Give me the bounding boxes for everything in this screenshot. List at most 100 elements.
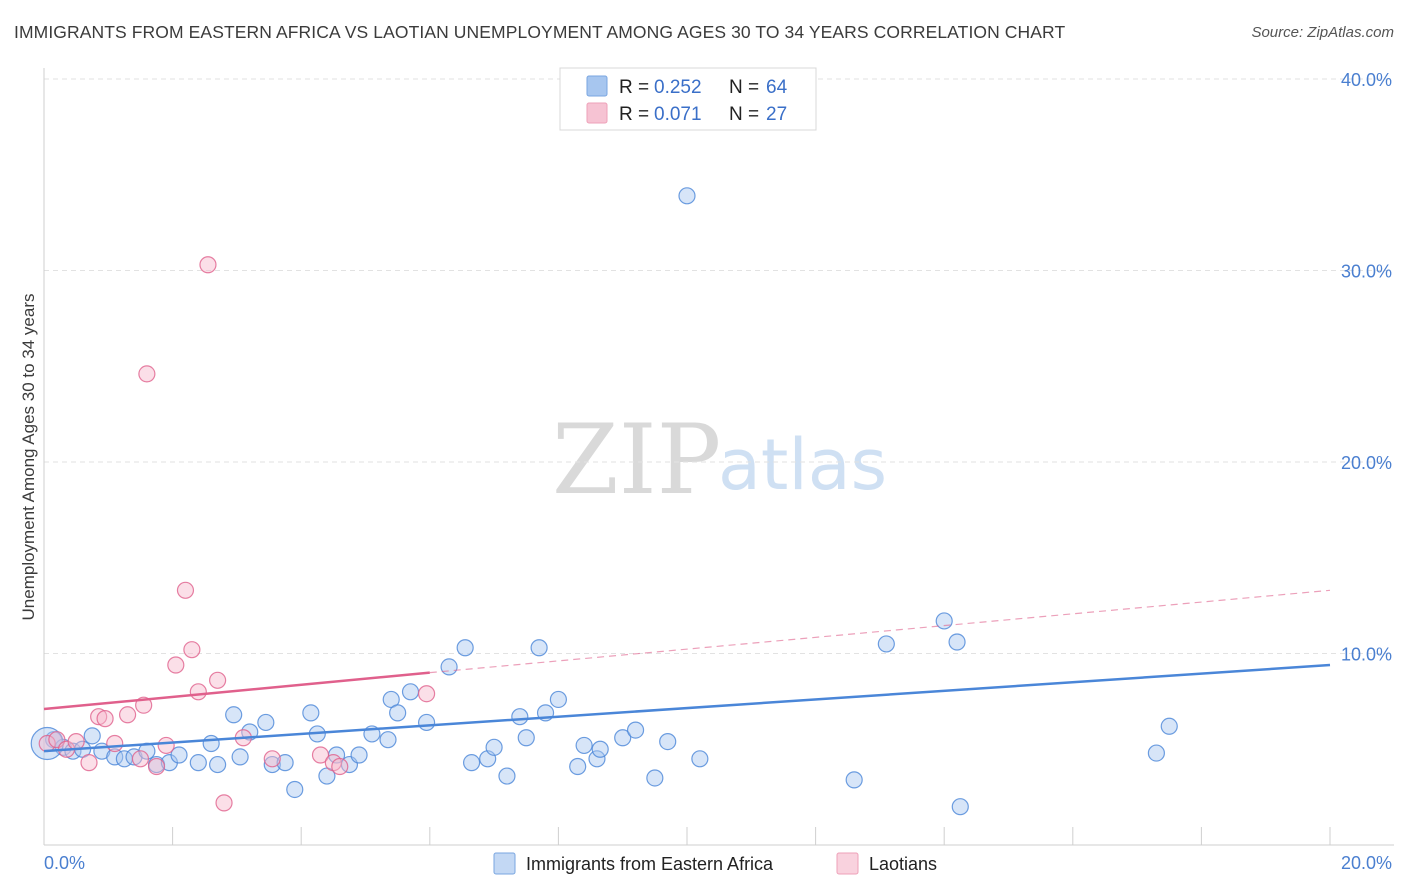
legend-label-eastern-africa: Immigrants from Eastern Africa <box>526 854 774 874</box>
eastern-africa-point <box>691 750 709 768</box>
watermark-zip: ZIP <box>552 404 721 516</box>
y-tick-label: 20.0% <box>1341 453 1392 473</box>
eastern-africa-point <box>569 757 587 776</box>
eastern-africa-point <box>276 754 294 772</box>
x-axis-tick-labels: 0.0% 20.0% <box>44 853 1392 873</box>
eastern-africa-point <box>1160 717 1178 735</box>
y-axis-label: Unemployment Among Ages 30 to 34 years <box>19 294 38 621</box>
legend-swatch-laotians <box>836 852 859 875</box>
laotian-point <box>96 710 114 728</box>
grid-lines <box>44 78 1394 654</box>
eastern-africa-point <box>646 769 664 787</box>
eastern-africa-point <box>1147 744 1165 762</box>
laotian-point <box>106 734 124 753</box>
laotian-point <box>209 671 227 689</box>
eastern-africa-point <box>549 690 568 709</box>
eastern-africa-point <box>588 750 606 768</box>
laotian-point <box>131 750 150 768</box>
laotian-point <box>157 736 175 755</box>
legend-swatch-eastern-africa <box>493 852 516 875</box>
legend-n-value-1: 64 <box>766 77 788 98</box>
legend-r-label-2: R = <box>619 104 649 125</box>
eastern-africa-point <box>462 754 481 772</box>
series-legend: Immigrants from Eastern Africa Laotians <box>493 852 937 875</box>
eastern-africa-point <box>170 746 188 764</box>
laotian-point <box>215 794 233 812</box>
source-credit: Source: ZipAtlas.com <box>1251 24 1394 41</box>
legend-r-label-1: R = <box>619 77 649 98</box>
laotian-point <box>176 581 195 599</box>
laotian-point <box>167 656 185 674</box>
eastern-africa-point <box>350 746 368 764</box>
y-tick-label: 10.0% <box>1341 645 1392 665</box>
laotian-point <box>417 685 436 703</box>
eastern-africa-point <box>485 738 503 756</box>
legend-label-laotians: Laotians <box>869 854 937 874</box>
eastern-africa-point <box>456 639 474 657</box>
eastern-africa-point <box>440 658 458 676</box>
legend-r-value-2: 0.071 <box>654 104 702 125</box>
eastern-africa-point <box>877 635 895 653</box>
eastern-africa-point <box>511 708 529 726</box>
laotian-point <box>263 750 281 768</box>
eastern-africa-point <box>286 780 304 799</box>
eastern-africa-point <box>189 754 207 772</box>
eastern-africa-trend-line <box>43 663 1331 753</box>
laotian-point <box>138 365 156 383</box>
legend-swatch-blue <box>586 75 608 97</box>
eastern-africa-point <box>517 729 535 747</box>
eastern-africa-point <box>530 639 548 657</box>
laotian-point <box>183 641 201 659</box>
x-tick-label: 20.0% <box>1341 853 1392 873</box>
legend-r-value-1: 0.252 <box>654 77 702 98</box>
legend-n-value-2: 27 <box>766 104 787 125</box>
eastern-africa-point <box>83 727 101 745</box>
laotian-trend-line <box>43 671 430 711</box>
laotian-point <box>80 754 98 772</box>
laotian-point <box>199 256 217 274</box>
eastern-africa-point <box>257 713 275 732</box>
chart-title: IMMIGRANTS FROM EASTERN AFRICA VS LAOTIA… <box>14 22 1066 42</box>
eastern-africa-point <box>263 755 281 774</box>
laotian-trend-extension <box>429 589 1331 674</box>
eastern-africa-point <box>417 713 436 732</box>
laotian-point <box>331 757 349 776</box>
eastern-africa-point <box>659 732 677 751</box>
eastern-africa-point <box>951 798 969 816</box>
laotian-point <box>311 746 330 764</box>
laotian-point <box>118 706 137 724</box>
eastern-africa-point <box>302 704 320 722</box>
correlation-legend: R = 0.252 N = 64 R = 0.071 N = 27 <box>559 67 817 131</box>
legend-swatch-pink <box>586 102 608 124</box>
legend-n-label-1: N = <box>729 77 759 98</box>
laotian-point <box>147 757 166 776</box>
y-tick-label: 40.0% <box>1341 70 1392 90</box>
eastern-africa-point <box>379 731 397 749</box>
eastern-africa-point <box>389 704 407 722</box>
watermark-atlas: atlas <box>718 424 887 506</box>
eastern-africa-point <box>575 736 593 755</box>
eastern-africa-point <box>678 187 696 205</box>
laotian-point <box>90 708 108 726</box>
eastern-africa-point <box>209 755 227 774</box>
eastern-africa-point <box>614 729 632 747</box>
laotian-point <box>67 732 85 751</box>
legend-n-label-2: N = <box>729 104 759 125</box>
x-axis-ticks <box>43 827 1331 845</box>
eastern-africa-point <box>845 771 863 789</box>
eastern-africa-point <box>948 633 966 651</box>
y-axis-tick-labels: 10.0% 20.0% 30.0% 40.0% <box>1341 70 1392 665</box>
eastern-africa-point <box>591 740 609 758</box>
eastern-africa-point <box>225 706 243 724</box>
eastern-africa-point <box>626 721 645 739</box>
eastern-africa-point <box>401 683 420 701</box>
watermark: ZIP atlas <box>552 404 887 516</box>
eastern-africa-point <box>498 767 516 785</box>
x-tick-label: 0.0% <box>44 853 85 873</box>
trend-lines <box>43 589 1331 753</box>
laotian-point <box>189 683 207 701</box>
eastern-africa-point <box>202 734 220 753</box>
eastern-africa-point <box>231 748 249 766</box>
y-tick-label: 30.0% <box>1341 262 1392 282</box>
